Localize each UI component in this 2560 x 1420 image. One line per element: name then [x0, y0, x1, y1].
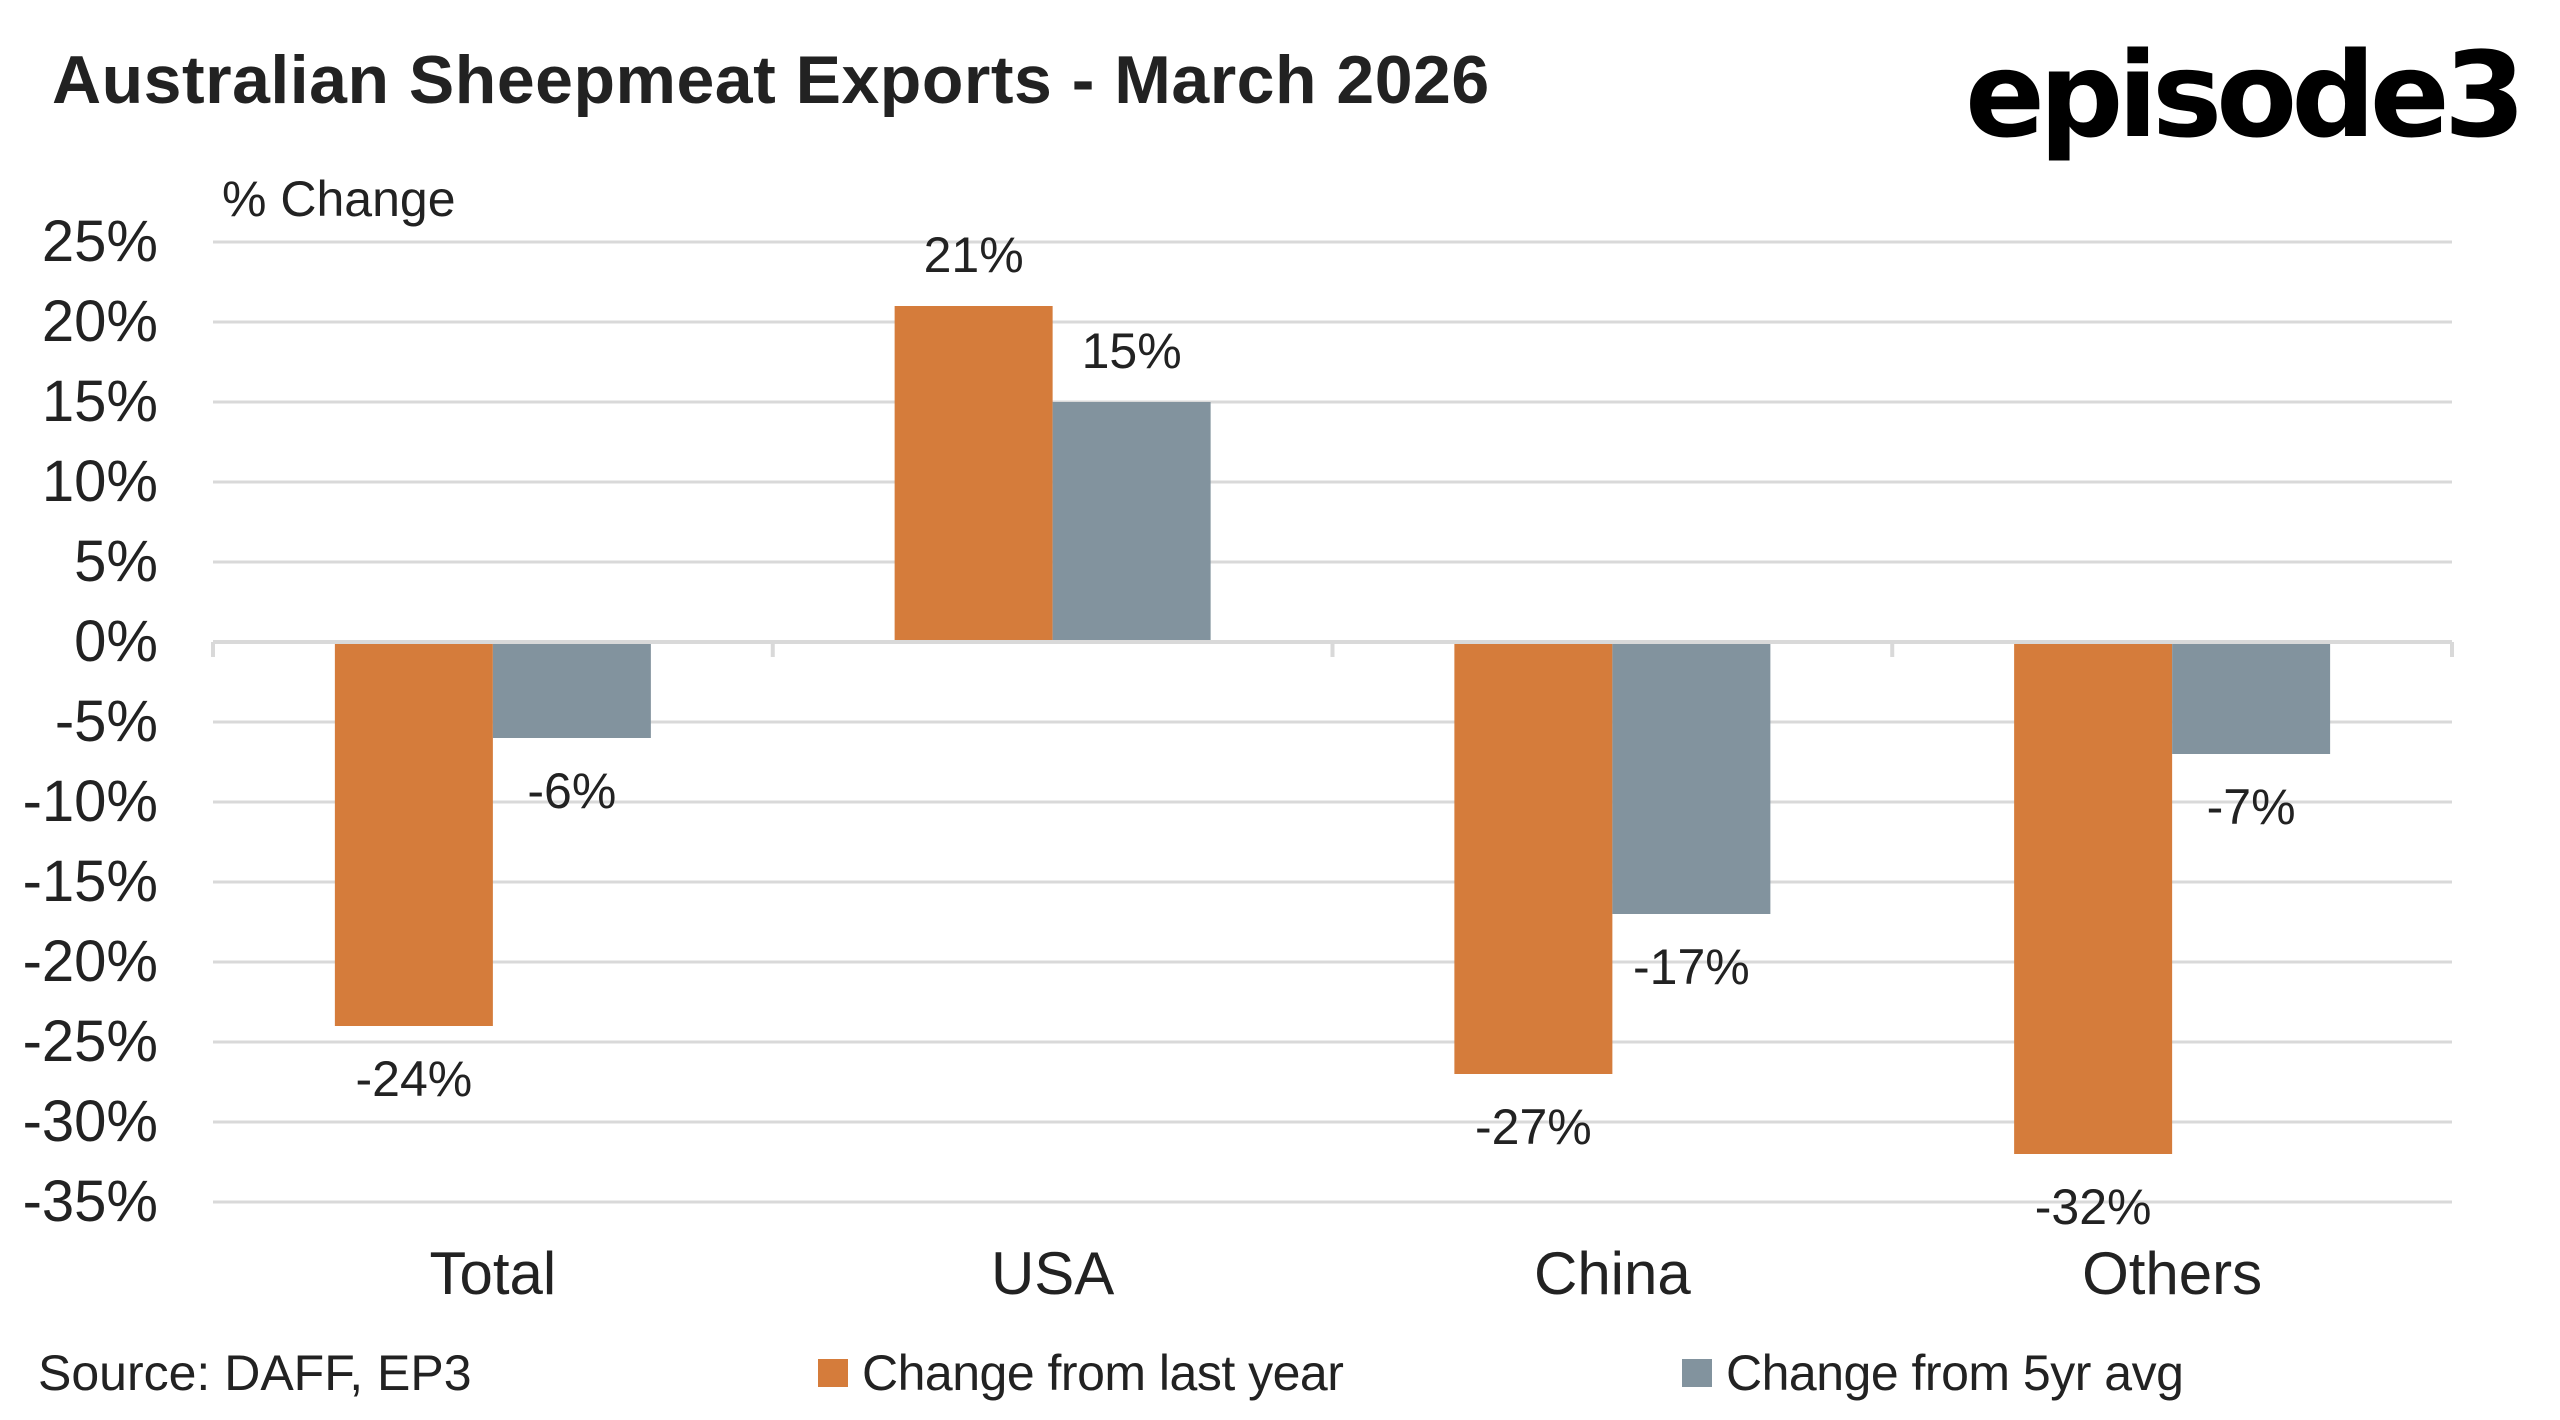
bar-5yr-avg-others: [2172, 642, 2331, 754]
chart-title: Australian Sheepmeat Exports - March 202…: [52, 42, 1490, 118]
y-tick-label: -15%: [23, 849, 158, 914]
y-tick-label: -25%: [23, 1009, 158, 1074]
y-tick-label: -20%: [23, 929, 158, 994]
y-tick-label: 20%: [42, 289, 158, 354]
legend-swatch-last-year: [818, 1359, 848, 1387]
data-label: 15%: [1082, 323, 1182, 379]
bar-last-year-china: [1454, 642, 1613, 1074]
category-label: China: [1534, 1240, 1691, 1307]
data-labels: -24% 21% -27% -32% -6% 15% -17% -7%: [356, 227, 2296, 1235]
data-label: -6%: [527, 763, 616, 819]
bar-last-year-usa: [894, 306, 1053, 642]
bar-5yr-avg-usa: [1052, 402, 1211, 642]
data-label: 21%: [924, 227, 1024, 283]
bars: [334, 306, 2331, 1154]
y-tick-label: 5%: [74, 529, 158, 594]
episode3-logo: episode3: [1965, 26, 2526, 164]
category-label: Total: [430, 1240, 557, 1307]
y-tick-label: 25%: [42, 209, 158, 274]
y-tick-label: -35%: [23, 1169, 158, 1234]
legend-label-5yr-avg: Change from 5yr avg: [1726, 1345, 2184, 1401]
category-labels: Total USA China Others: [430, 1240, 2263, 1307]
source-note: Source: DAFF, EP3: [38, 1345, 472, 1401]
y-tick-label: -5%: [55, 689, 158, 754]
category-label: Others: [2082, 1240, 2262, 1307]
legend-item-5yr-avg: Change from 5yr avg: [1682, 1345, 2184, 1401]
legend-swatch-5yr-avg: [1682, 1359, 1712, 1387]
data-label: -17%: [1633, 939, 1750, 995]
data-label: -32%: [2035, 1179, 2152, 1235]
category-label: USA: [991, 1240, 1114, 1307]
bar-last-year-others: [2014, 642, 2173, 1154]
y-tick-label: 15%: [42, 369, 158, 434]
y-axis-tick-labels: 25% 20% 15% 10% 5% 0% -5% -10% -15% -20% -25% -30% -…: [23, 209, 158, 1234]
y-tick-label: -30%: [23, 1089, 158, 1154]
data-label: -27%: [1475, 1099, 1592, 1155]
x-axis: [211, 640, 2454, 657]
y-tick-label: 0%: [74, 609, 158, 674]
bar-5yr-avg-total: [492, 642, 651, 738]
y-axis-label: % Change: [222, 171, 456, 227]
y-tick-label: -10%: [23, 769, 158, 834]
data-label: -24%: [356, 1051, 473, 1107]
y-tick-label: 10%: [42, 449, 158, 514]
bar-5yr-avg-china: [1612, 642, 1771, 914]
bar-last-year-total: [334, 642, 493, 1026]
data-label: -7%: [2207, 779, 2296, 835]
legend-item-last-year: Change from last year: [818, 1345, 1344, 1401]
legend-label-last-year: Change from last year: [862, 1345, 1344, 1401]
